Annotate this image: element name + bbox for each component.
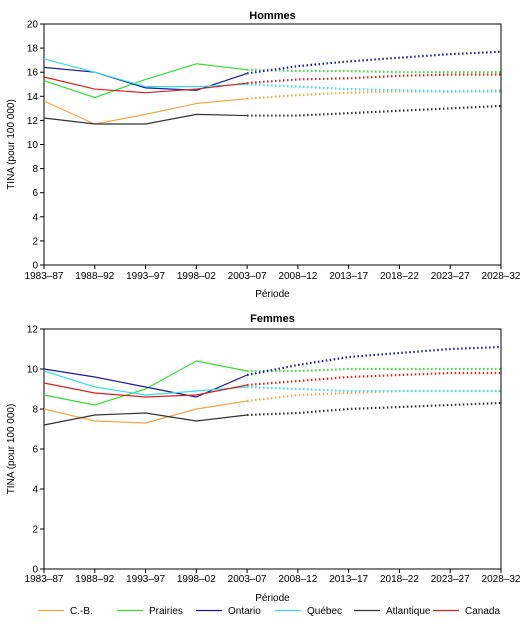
series-c-b	[43, 389, 501, 424]
x-tick-label: 1988–92	[75, 271, 114, 282]
y-tick-label: 0	[32, 565, 38, 576]
legend-item-prairies: Prairies	[117, 606, 183, 617]
y-tick-label: 18	[27, 44, 39, 55]
y-tick-label: 6	[32, 445, 38, 456]
y-tick-label: 20	[27, 20, 39, 31]
series-c-b	[43, 89, 502, 125]
x-tick-label: 2013–17	[329, 574, 368, 585]
series-line-projected	[246, 345, 502, 377]
legend-label: Atlantique	[386, 606, 431, 617]
plot-frame	[43, 328, 502, 570]
y-tick-label: 0	[32, 261, 38, 272]
chart-title: Hommes	[249, 10, 295, 22]
y-tick-label: 12	[27, 116, 39, 127]
series-line-observed	[43, 370, 248, 396]
x-tick-label: 2023–27	[431, 574, 470, 585]
legend-label: Prairies	[149, 606, 183, 617]
y-tick-label: 4	[32, 212, 38, 223]
y-tick-label: 10	[27, 365, 39, 376]
chart-title: Femmes	[250, 313, 295, 325]
x-tick-label: 2018–22	[380, 574, 419, 585]
legend-label: Canada	[465, 606, 500, 617]
x-tick-label: 2008–12	[278, 574, 317, 585]
x-tick-label: 1988–92	[75, 574, 114, 585]
series-line-observed	[43, 63, 248, 99]
x-tick-label: 2003–07	[228, 574, 267, 585]
y-tick-label: 12	[27, 325, 39, 336]
x-tick-label: 2028–32	[482, 574, 521, 585]
series-prairies	[43, 63, 501, 99]
series-line-projected	[247, 371, 501, 387]
x-tick-label: 1998–02	[177, 574, 216, 585]
series-line-projected	[247, 73, 501, 85]
series-line-observed	[43, 368, 248, 398]
series-line-observed	[43, 66, 248, 91]
y-tick-label: 6	[32, 188, 38, 199]
legend-label: Ontario	[228, 606, 261, 617]
series-line-observed	[43, 98, 248, 125]
series-canada	[43, 73, 501, 94]
series-atlantique	[43, 401, 502, 426]
legend-item-canada: Canada	[433, 606, 500, 617]
panel-hommes: Hommes 0 2 4 6 8 10 12 14 16 18 20 1983–87 1988–92 199…	[6, 10, 521, 300]
legend-item-ontario: Ontario	[196, 606, 261, 617]
series-line-projected	[246, 389, 501, 403]
x-axis-label: Période	[255, 289, 290, 300]
y-tick-label: 8	[32, 405, 38, 416]
series-line-observed	[43, 400, 248, 424]
x-tick-label: 1993–97	[126, 574, 165, 585]
legend-item-quebec: Québec	[275, 606, 342, 617]
y-axis-label: TINA (pour 100 000)	[6, 404, 17, 495]
series-line-projected	[247, 68, 501, 74]
series-line-observed	[43, 76, 248, 94]
y-tick-label: 16	[27, 68, 39, 79]
x-tick-label: 2008–12	[278, 271, 317, 282]
legend-label: Québec	[307, 606, 342, 617]
series-quebec	[43, 370, 501, 396]
legend-item-atlantique: Atlantique	[354, 606, 431, 617]
y-axis-label: TINA (pour 100 000)	[6, 99, 17, 190]
series-line-projected	[247, 401, 502, 417]
x-tick-label: 2018–22	[380, 271, 419, 282]
panel-femmes: Femmes 0 2 4 6 8 10 12 1983–87 1988–92 1993–97 1998…	[6, 313, 521, 604]
series-line-observed	[43, 58, 248, 88]
y-tick-label: 2	[32, 525, 38, 536]
x-tick-label: 1983–87	[25, 271, 64, 282]
x-tick-label: 1998–02	[177, 271, 216, 282]
x-tick-label: 2003–07	[228, 271, 267, 282]
y-tick-label: 8	[32, 164, 38, 175]
series-line-projected	[246, 50, 502, 75]
series-ontario	[43, 50, 502, 91]
legend-label: C.-B.	[70, 606, 93, 617]
series-line-projected	[247, 104, 502, 117]
series-quebec	[43, 58, 501, 93]
x-tick-label: 1983–87	[25, 574, 64, 585]
legend-item-c-b: C.-B.	[38, 606, 93, 617]
series-line-observed	[43, 360, 248, 406]
series-atlantique	[43, 104, 502, 125]
x-tick-label: 2013–17	[329, 271, 368, 282]
y-tick-label: 14	[27, 92, 39, 103]
x-tick-label: 1993–97	[126, 271, 165, 282]
series-line-observed	[43, 382, 248, 398]
series-canada	[43, 371, 501, 398]
legend: C.-B. Prairies Ontario Québec Atlantique Cana…	[38, 606, 500, 617]
y-tick-label: 10	[27, 140, 39, 151]
series-line-observed	[43, 412, 248, 426]
plot-frame	[43, 23, 502, 266]
series-line-projected	[247, 89, 502, 100]
x-axis-label: Période	[255, 593, 290, 604]
x-tick-label: 2028–32	[482, 271, 521, 282]
series-line-projected	[247, 367, 501, 373]
x-tick-label: 2023–27	[431, 271, 470, 282]
y-tick-label: 2	[32, 236, 38, 247]
y-tick-label: 4	[32, 485, 38, 496]
series-prairies	[43, 360, 501, 406]
series-line-observed	[43, 113, 248, 125]
